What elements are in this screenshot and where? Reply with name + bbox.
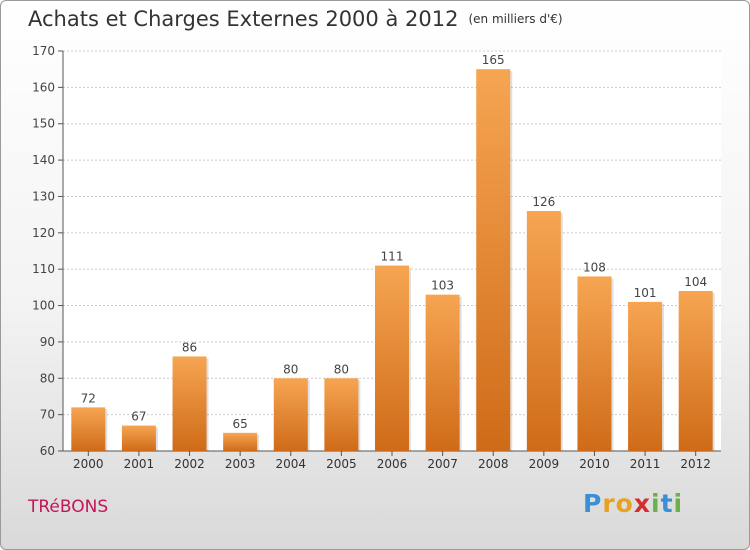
unit-label: (en milliers d'€) — [468, 12, 563, 26]
bar-value-label: 126 — [532, 195, 555, 209]
bar — [678, 291, 713, 451]
x-tick-label: 2001 — [124, 457, 155, 471]
bar-value-label: 65 — [233, 417, 248, 431]
bar-value-label: 80 — [334, 362, 349, 376]
bar-value-label: 103 — [431, 279, 454, 293]
y-tick-label: 80 — [40, 371, 55, 385]
y-tick-label: 130 — [32, 189, 55, 203]
chart-title: Achats et Charges Externes 2000 à 2012 (e… — [28, 7, 563, 31]
x-tick-label: 2008 — [478, 457, 509, 471]
proxiti-logo: Proxiti — [583, 489, 683, 518]
y-tick-label: 140 — [32, 153, 55, 167]
logo-letter: P — [583, 489, 603, 518]
x-tick-label: 2006 — [377, 457, 408, 471]
bar-value-label: 101 — [634, 286, 657, 300]
y-tick-label: 110 — [32, 262, 55, 276]
x-tick-label: 2011 — [630, 457, 661, 471]
y-tick-label: 70 — [40, 408, 55, 422]
bar — [223, 432, 258, 451]
logo-letter: x — [633, 489, 651, 518]
x-tick-label: 2002 — [174, 457, 205, 471]
y-tick-label: 150 — [32, 117, 55, 131]
bar — [628, 301, 663, 451]
bar — [425, 294, 460, 451]
logo-letter: t — [660, 489, 674, 518]
logo-letter: o — [615, 489, 634, 518]
title-text: Achats et Charges Externes 2000 à 2012 — [28, 7, 459, 31]
logo-letter: i — [673, 489, 684, 518]
x-tick-label: 2009 — [529, 457, 560, 471]
bar — [476, 69, 511, 451]
logo-letter: r — [602, 489, 616, 518]
y-tick-label: 90 — [40, 335, 55, 349]
y-tick-label: 160 — [32, 80, 55, 94]
x-tick-label: 2007 — [427, 457, 458, 471]
x-tick-label: 2005 — [326, 457, 357, 471]
bar-value-label: 111 — [381, 250, 404, 264]
bar — [121, 425, 156, 451]
commune-name: TRéBONS — [28, 497, 109, 517]
bar — [172, 356, 207, 451]
bar — [273, 378, 308, 451]
y-tick-label: 60 — [40, 444, 55, 458]
bar — [526, 211, 561, 451]
bar-value-label: 104 — [684, 275, 707, 289]
logo-letter: i — [651, 489, 661, 518]
bar-value-label: 67 — [131, 410, 146, 424]
bar-value-label: 108 — [583, 260, 606, 274]
bar — [577, 276, 612, 451]
bar-value-label: 72 — [81, 391, 96, 405]
bar-value-label: 86 — [182, 340, 197, 354]
y-tick-label: 170 — [32, 44, 55, 58]
bar — [71, 407, 106, 451]
x-tick-label: 2004 — [275, 457, 306, 471]
bar-value-label: 165 — [482, 53, 505, 67]
bar — [375, 265, 409, 451]
x-tick-label: 2012 — [680, 457, 711, 471]
x-tick-label: 2010 — [579, 457, 610, 471]
y-tick-label: 100 — [32, 299, 55, 313]
bar — [324, 378, 359, 451]
y-tick-label: 120 — [32, 226, 55, 240]
x-tick-label: 2003 — [225, 457, 256, 471]
x-tick-label: 2000 — [73, 457, 104, 471]
bar-value-label: 80 — [283, 362, 298, 376]
